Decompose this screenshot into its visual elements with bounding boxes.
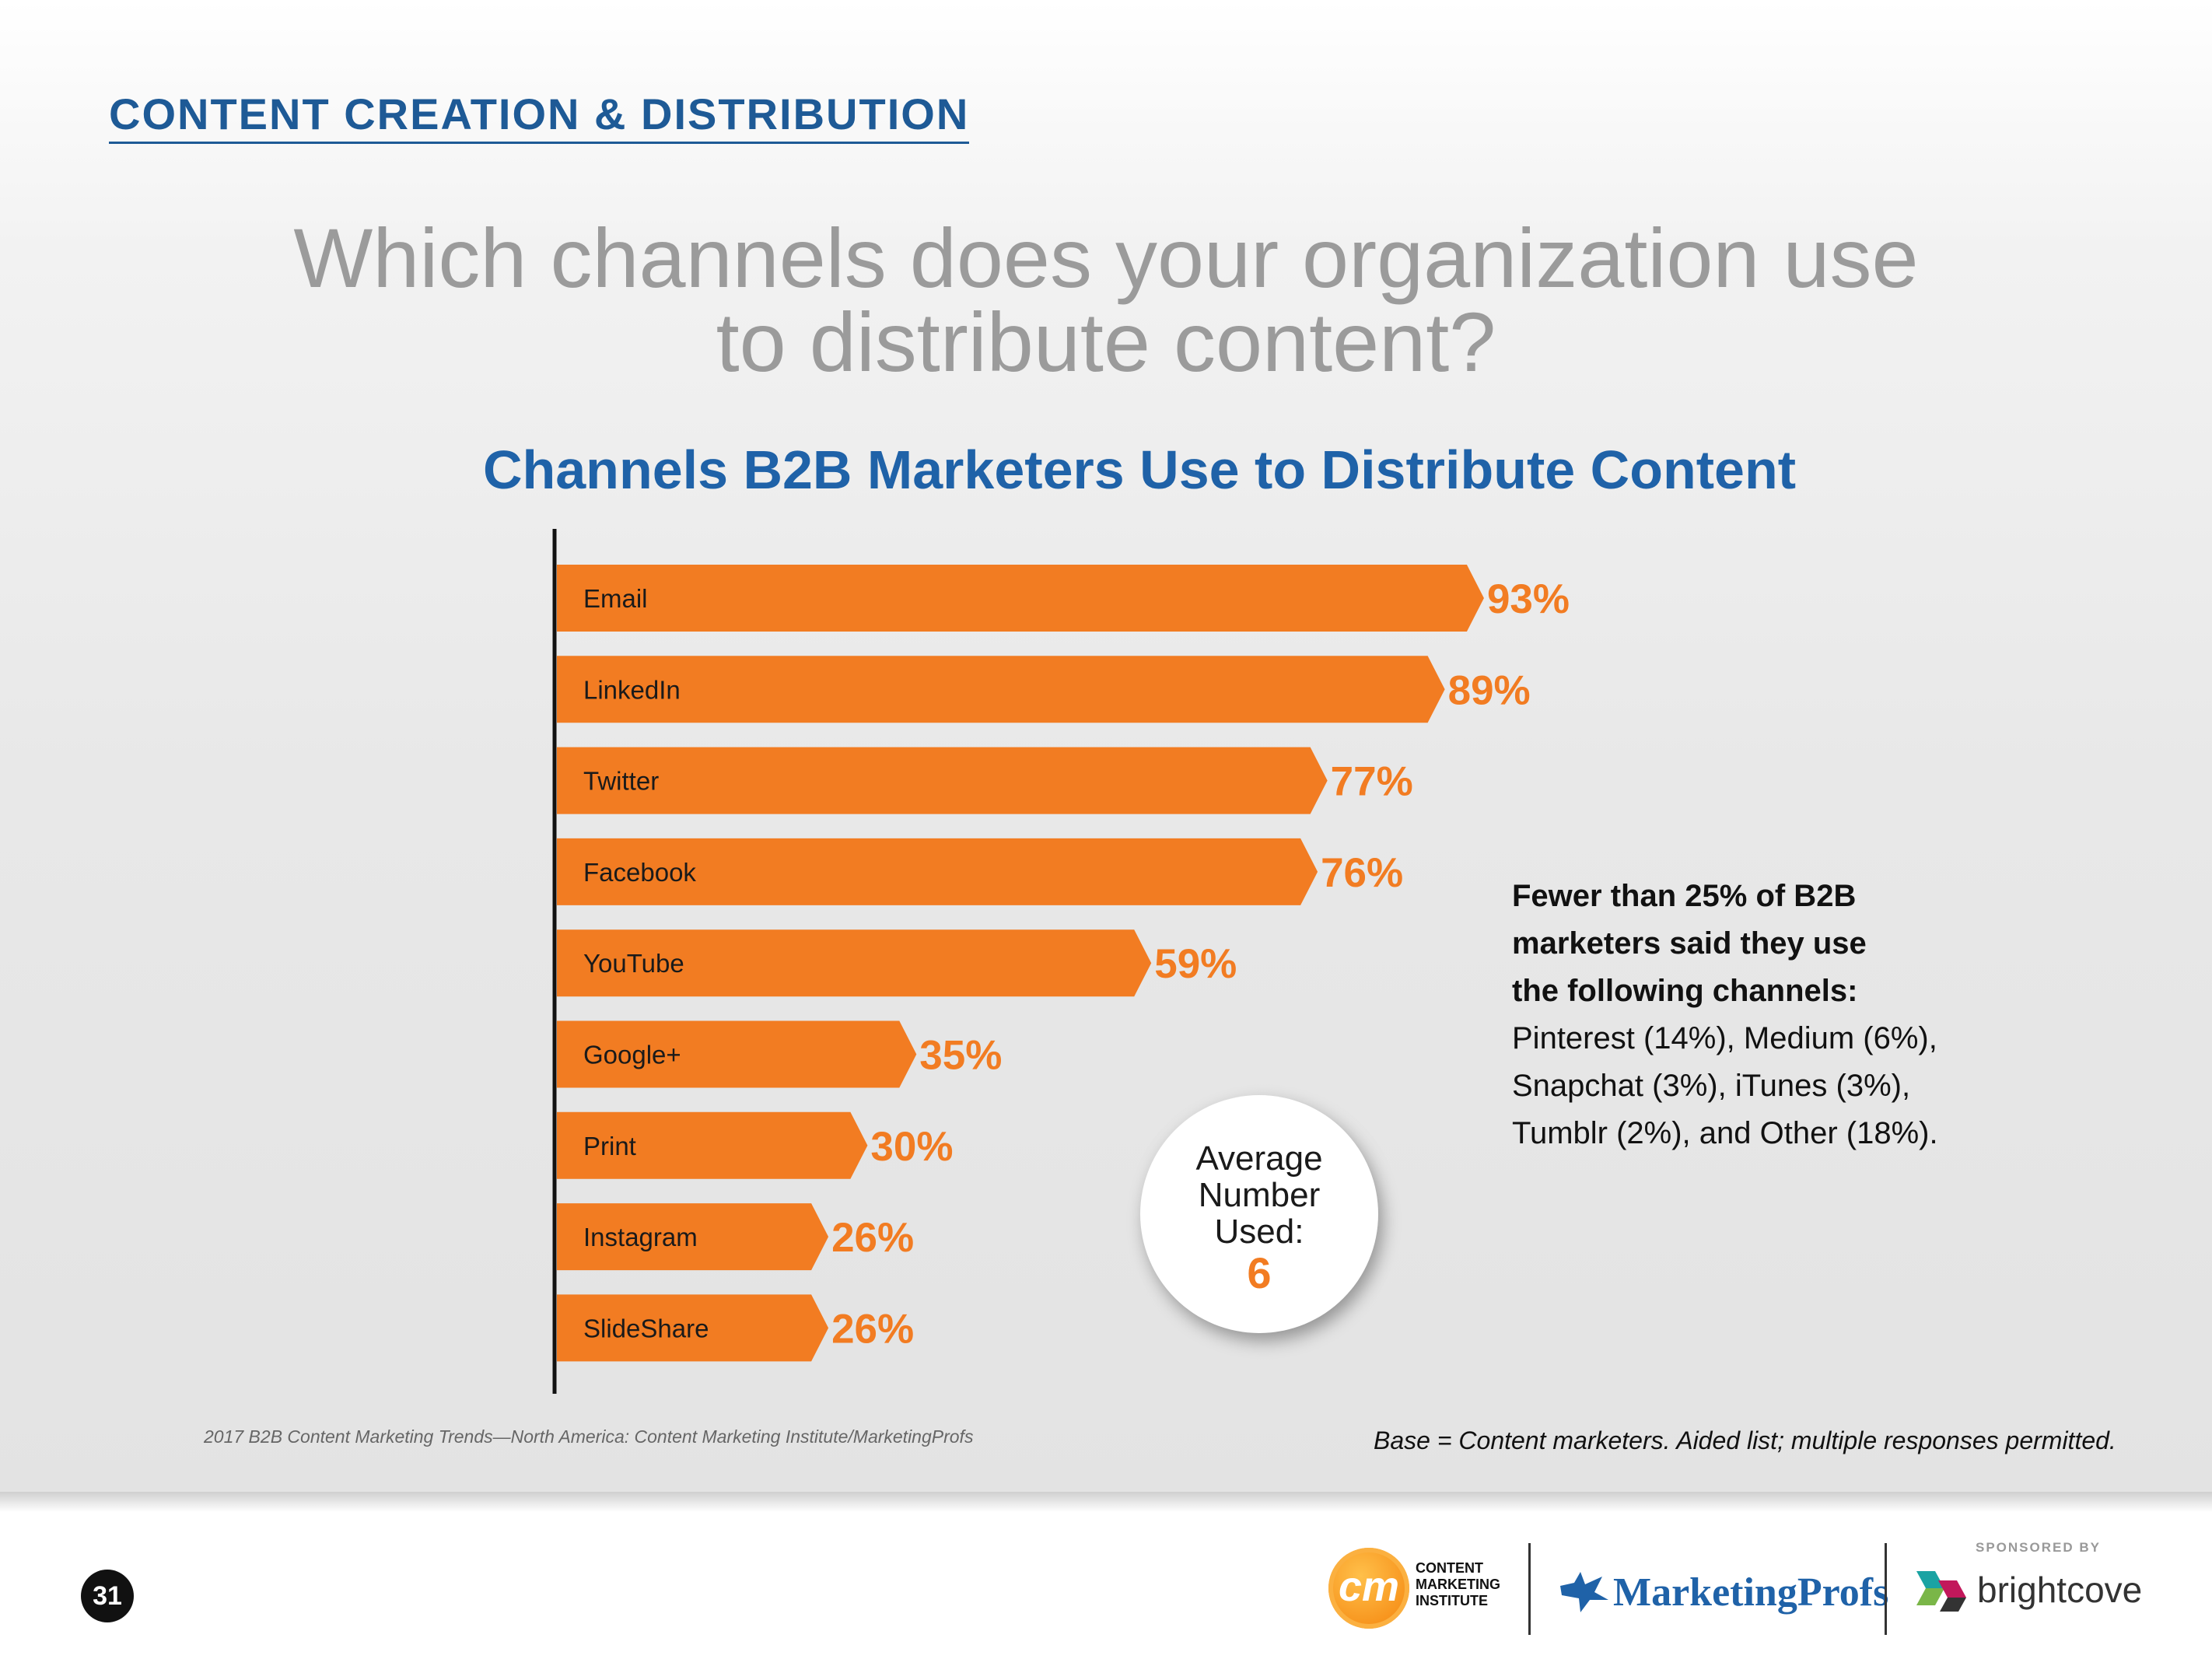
chart-title: Channels B2B Marketers Use to Distribute… — [482, 439, 1797, 500]
cmi-line-2: MARKETING — [1416, 1577, 1500, 1592]
bar-facebook — [557, 838, 1318, 905]
bar-category-label: Facebook — [583, 858, 696, 887]
brightcove-logo: brightcove — [1915, 1559, 2142, 1621]
question-line-1: Which channels does your organization us… — [293, 211, 1919, 305]
bar-linkedin — [557, 656, 1445, 723]
bar-google- — [557, 1020, 917, 1088]
section-header: CONTENT CREATION & DISTRIBUTION — [109, 87, 970, 144]
marketingprofs-wordmark: MarketingProfs — [1613, 1570, 1889, 1615]
note-line-2: marketers said they use — [1512, 926, 1867, 961]
note-line-6: Tumblr (2%), and Other (18%). — [1512, 1116, 1938, 1150]
average-badge: Average Number Used: 6 — [1140, 1095, 1378, 1333]
bar-category-label: Twitter — [583, 767, 659, 796]
bar-value-label: 35% — [919, 1033, 1002, 1079]
sponsored-by-label: SPONSORED BY — [1976, 1540, 2101, 1555]
bar-value-label: 76% — [1321, 850, 1403, 896]
note-line-5: Snapchat (3%), iTunes (3%), — [1512, 1069, 1911, 1103]
bar-value-label: 89% — [1448, 667, 1531, 713]
cmi-logo-icon: cm — [1328, 1548, 1409, 1629]
bar-category-label: SlideShare — [583, 1314, 709, 1342]
note-line-4: Pinterest (14%), Medium (6%), — [1512, 1021, 1937, 1055]
logo-divider — [1528, 1543, 1531, 1635]
bar-category-label: YouTube — [583, 949, 684, 978]
average-value: 6 — [1247, 1248, 1272, 1297]
slide-shadow — [0, 1492, 2212, 1512]
bar-category-label: Instagram — [583, 1223, 698, 1251]
question-line-2: to distribute content? — [716, 295, 1496, 389]
bar-category-label: Print — [583, 1132, 636, 1160]
bar-value-label: 93% — [1487, 576, 1570, 622]
cmi-line-1: CONTENT — [1416, 1560, 1483, 1576]
bar-value-label: 77% — [1331, 759, 1413, 805]
bar-value-label: 30% — [870, 1124, 953, 1170]
brightcove-wordmark: brightcove — [1977, 1570, 2143, 1610]
bar-category-label: Email — [583, 584, 648, 613]
base-note: Base = Content marketers. Aided list; mu… — [1374, 1426, 2116, 1454]
bars-group: Email 93% LinkedIn 89% Twitter 77% Facebook 76%… — [557, 565, 1570, 1362]
bar-email — [557, 565, 1484, 632]
note-line-3: the following channels: — [1512, 974, 1858, 1008]
other-channels-note: Fewer than 25% of B2B marketers said the… — [1512, 873, 1994, 1157]
bar-slideshare — [557, 1294, 829, 1362]
bar-value-label: 26% — [831, 1306, 914, 1352]
bar-value-label: 59% — [1154, 941, 1237, 987]
page-number: 31 — [81, 1570, 134, 1622]
bird-icon — [1560, 1572, 1608, 1612]
note-line-1: Fewer than 25% of B2B — [1512, 879, 1857, 913]
average-label: Average Number Used: — [1195, 1139, 1323, 1251]
bar-category-label: LinkedIn — [583, 675, 681, 704]
cmi-line-3: INSTITUTE — [1416, 1593, 1488, 1608]
question-heading: Which channels does your organization us… — [0, 216, 2212, 384]
source-citation: 2017 B2B Content Marketing Trends—North … — [204, 1426, 974, 1447]
bar-value-label: 26% — [831, 1215, 914, 1261]
cmi-logo-text: CONTENT MARKETING INSTITUTE — [1416, 1560, 1517, 1609]
bar-youtube — [557, 929, 1152, 997]
brightcove-icon — [1916, 1571, 1966, 1612]
bar-instagram — [557, 1203, 829, 1271]
marketingprofs-logo: MarketingProfs — [1557, 1565, 1888, 1619]
bar-category-label: Google+ — [583, 1041, 681, 1069]
bar-print — [557, 1111, 868, 1179]
bar-twitter — [557, 747, 1328, 814]
logo-divider-2 — [1885, 1543, 1887, 1635]
